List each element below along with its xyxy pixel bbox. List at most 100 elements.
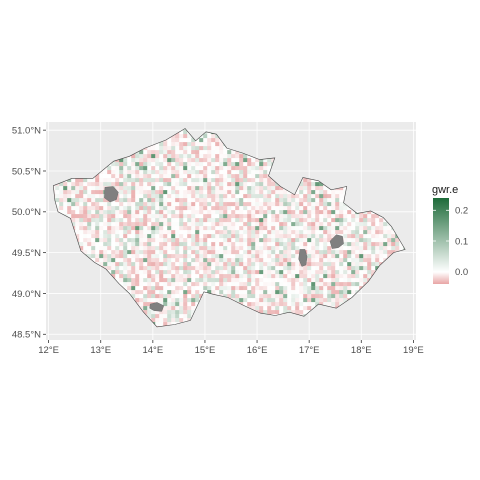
municipality-cell xyxy=(331,222,336,227)
municipality-cell xyxy=(103,170,108,175)
municipality-cell xyxy=(279,270,284,275)
municipality-cell xyxy=(243,274,248,279)
municipality-cell xyxy=(179,250,184,255)
municipality-cell xyxy=(139,178,144,183)
municipality-cell xyxy=(295,302,300,307)
municipality-cell xyxy=(331,302,336,307)
municipality-cell xyxy=(247,198,252,203)
municipality-cell xyxy=(59,202,64,207)
municipality-cell xyxy=(151,318,156,323)
municipality-cell xyxy=(287,258,292,263)
municipality-cell xyxy=(183,218,188,223)
municipality-cell xyxy=(303,302,308,307)
municipality-cell xyxy=(343,242,348,247)
municipality-cell xyxy=(183,274,188,279)
municipality-cell xyxy=(243,242,248,247)
municipality-cell xyxy=(215,206,220,211)
municipality-cell xyxy=(87,194,92,199)
municipality-cell xyxy=(251,222,256,227)
municipality-cell xyxy=(151,154,156,159)
municipality-cell xyxy=(319,230,324,235)
municipality-cell xyxy=(211,146,216,151)
municipality-cell xyxy=(271,230,276,235)
municipality-cell xyxy=(195,282,200,287)
municipality-cell xyxy=(231,246,236,251)
municipality-cell xyxy=(291,298,296,303)
municipality-cell xyxy=(291,198,296,203)
municipality-cell xyxy=(151,226,156,231)
municipality-cell xyxy=(207,162,212,167)
municipality-cell xyxy=(151,274,156,279)
municipality-cell xyxy=(139,298,144,303)
municipality-cell xyxy=(263,166,268,171)
y-axis: 48.5°N49.0°N49.5°N50.0°N50.5°N51.0°N xyxy=(12,125,46,341)
municipality-cell xyxy=(279,294,284,299)
municipality-cell xyxy=(199,262,204,267)
municipality-cell xyxy=(251,178,256,183)
municipality-cell xyxy=(263,214,268,219)
municipality-cell xyxy=(235,154,240,159)
municipality-cell xyxy=(247,290,252,295)
municipality-cell xyxy=(175,246,180,251)
municipality-cell xyxy=(131,214,136,219)
municipality-cell xyxy=(259,266,264,271)
municipality-cell xyxy=(271,242,276,247)
municipality-cell xyxy=(115,242,120,247)
municipality-cell xyxy=(219,214,224,219)
municipality-cell xyxy=(359,258,364,263)
municipality-cell xyxy=(271,302,276,307)
municipality-cell xyxy=(211,230,216,235)
municipality-cell xyxy=(187,134,192,139)
municipality-cell xyxy=(299,194,304,199)
municipality-cell xyxy=(115,214,120,219)
legend-ticks: 0.00.10.2 xyxy=(433,206,468,278)
municipality-cell xyxy=(215,150,220,155)
municipality-cell xyxy=(167,154,172,159)
municipality-cell xyxy=(155,158,160,163)
municipality-cell xyxy=(219,274,224,279)
municipality-cell xyxy=(207,266,212,271)
municipality-cell xyxy=(127,210,132,215)
municipality-cell xyxy=(275,230,280,235)
municipality-cell xyxy=(331,254,336,259)
municipality-cell xyxy=(219,270,224,275)
municipality-cell xyxy=(319,194,324,199)
municipality-cell xyxy=(339,206,344,211)
municipality-cell xyxy=(331,206,336,211)
municipality-cell xyxy=(295,266,300,271)
municipality-cell xyxy=(175,166,180,171)
municipality-cell xyxy=(251,262,256,267)
municipality-cell xyxy=(263,278,268,283)
municipality-cell xyxy=(195,230,200,235)
municipality-cell xyxy=(171,238,176,243)
municipality-cell xyxy=(235,266,240,271)
municipality-cell xyxy=(67,202,72,207)
municipality-cell xyxy=(99,226,104,231)
municipality-cell xyxy=(123,282,128,287)
municipality-cell xyxy=(295,262,300,267)
municipality-cell xyxy=(327,266,332,271)
municipality-cell xyxy=(367,214,372,219)
municipality-cell xyxy=(319,258,324,263)
municipality-cell xyxy=(307,194,312,199)
municipality-cell xyxy=(327,226,332,231)
municipality-cell xyxy=(119,174,124,179)
municipality-cell xyxy=(139,254,144,259)
municipality-cell xyxy=(159,254,164,259)
municipality-cell xyxy=(307,270,312,275)
municipality-cell xyxy=(279,246,284,251)
municipality-cell xyxy=(243,206,248,211)
municipality-cell xyxy=(227,154,232,159)
municipality-cell xyxy=(239,158,244,163)
municipality-cell xyxy=(219,250,224,255)
municipality-cell xyxy=(95,230,100,235)
municipality-cell xyxy=(115,238,120,243)
municipality-cell xyxy=(283,306,288,311)
municipality-cell xyxy=(295,250,300,255)
municipality-cell xyxy=(183,166,188,171)
municipality-cell xyxy=(275,250,280,255)
municipality-cell xyxy=(163,174,168,179)
municipality-cell xyxy=(379,250,384,255)
municipality-cell xyxy=(115,210,120,215)
municipality-cell xyxy=(147,210,152,215)
